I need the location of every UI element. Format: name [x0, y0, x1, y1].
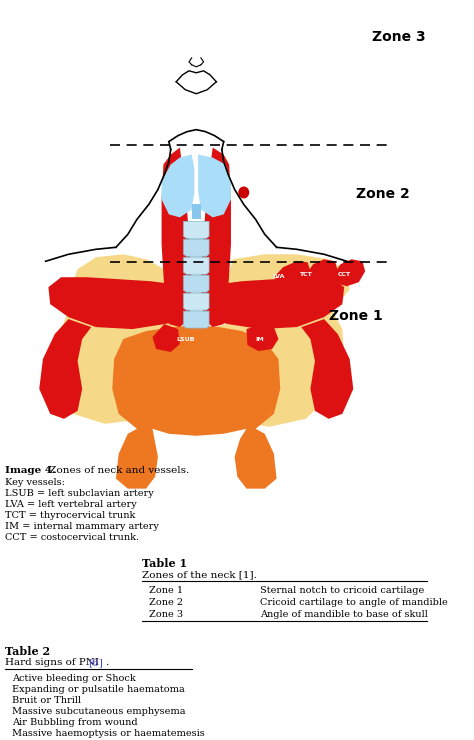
Text: Zone 3: Zone 3 [373, 30, 426, 44]
Polygon shape [183, 293, 209, 310]
Polygon shape [246, 324, 278, 351]
Text: Zone 3: Zone 3 [149, 610, 183, 619]
Text: LVA = left vertebral artery: LVA = left vertebral artery [5, 500, 137, 508]
Polygon shape [201, 147, 231, 327]
Text: CCT: CCT [337, 272, 351, 277]
Polygon shape [191, 204, 201, 219]
Text: Zone 1: Zone 1 [328, 309, 383, 323]
Polygon shape [162, 155, 194, 218]
Polygon shape [39, 319, 91, 419]
Text: IM: IM [256, 337, 264, 342]
Polygon shape [183, 275, 209, 292]
Text: Bruit or Thrill: Bruit or Thrill [12, 696, 81, 705]
Polygon shape [162, 147, 191, 327]
Polygon shape [201, 278, 344, 329]
Polygon shape [112, 325, 280, 488]
Polygon shape [68, 255, 173, 311]
Polygon shape [203, 304, 344, 427]
Text: Table 2: Table 2 [5, 646, 50, 657]
Text: Cricoid cartilage to angle of mandible: Cricoid cartilage to angle of mandible [260, 599, 448, 608]
Text: Hard signs of PNI: Hard signs of PNI [5, 658, 102, 667]
Polygon shape [48, 278, 191, 329]
Polygon shape [304, 259, 338, 285]
Text: IM = internal mammary artery: IM = internal mammary artery [5, 522, 158, 531]
Polygon shape [52, 299, 191, 424]
Polygon shape [153, 324, 180, 352]
Text: Zone 1: Zone 1 [149, 586, 183, 596]
Text: Key vessels:: Key vessels: [5, 477, 64, 487]
Text: .: . [105, 658, 108, 667]
Text: Zones of neck and vessels.: Zones of neck and vessels. [46, 465, 189, 474]
Text: Zones of the neck [1].: Zones of the neck [1]. [142, 571, 256, 579]
Text: Image 4.: Image 4. [5, 465, 55, 474]
Text: Zone 2: Zone 2 [356, 187, 410, 201]
Text: LVA: LVA [272, 274, 285, 279]
Polygon shape [274, 261, 310, 284]
Polygon shape [301, 319, 353, 419]
Polygon shape [226, 255, 350, 311]
Polygon shape [183, 239, 209, 256]
Text: Table 1: Table 1 [142, 559, 187, 570]
Text: Massive subcutaneous emphysema: Massive subcutaneous emphysema [12, 707, 185, 716]
Polygon shape [331, 259, 365, 286]
Polygon shape [183, 221, 209, 238]
Ellipse shape [238, 186, 249, 198]
Text: CCT = costocervical trunk.: CCT = costocervical trunk. [5, 533, 139, 542]
Text: Sternal notch to cricoid cartilage: Sternal notch to cricoid cartilage [260, 586, 424, 596]
Polygon shape [183, 311, 209, 328]
Text: [6]: [6] [89, 658, 103, 667]
Text: TCT = thyrocervical trunk: TCT = thyrocervical trunk [5, 511, 135, 519]
Text: LSUB: LSUB [176, 337, 195, 342]
Text: Active bleeding or Shock: Active bleeding or Shock [12, 674, 136, 683]
Polygon shape [183, 258, 209, 275]
Text: Air Bubbling from wound: Air Bubbling from wound [12, 718, 137, 727]
Polygon shape [198, 155, 231, 218]
Text: Angle of mandible to base of skull: Angle of mandible to base of skull [260, 610, 428, 619]
Text: Expanding or pulsatile haematoma: Expanding or pulsatile haematoma [12, 685, 184, 694]
Text: TCT: TCT [300, 272, 312, 277]
Text: Zone 2: Zone 2 [149, 599, 183, 608]
Text: LSUB = left subclavian artery: LSUB = left subclavian artery [5, 488, 153, 497]
Text: Massive haemoptysis or haematemesis: Massive haemoptysis or haematemesis [12, 729, 205, 738]
